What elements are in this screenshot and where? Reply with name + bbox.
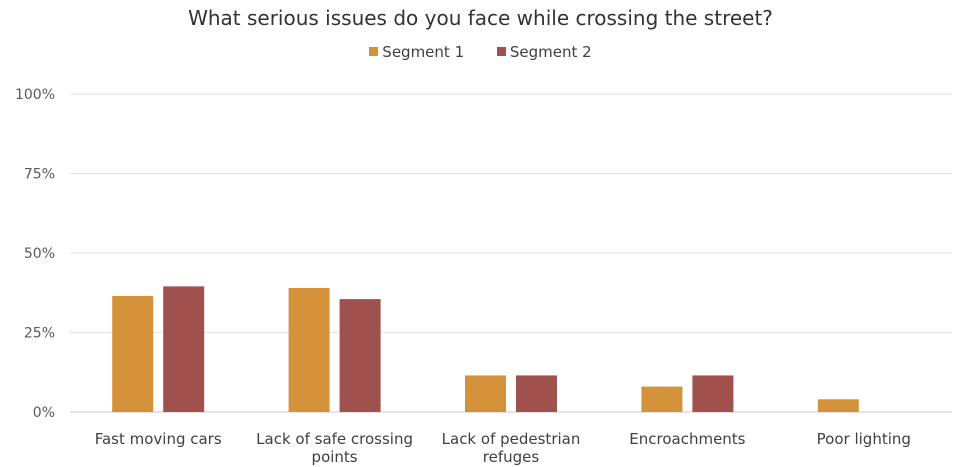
bar-segment-1	[465, 375, 506, 412]
legend-item-segment-1: Segment 1	[369, 43, 464, 61]
bar-segment-1	[112, 295, 154, 412]
legend: Segment 1 Segment 2	[0, 43, 961, 61]
x-tick-label-line: points	[312, 448, 358, 466]
bar-segment-1	[641, 386, 683, 412]
legend-item-segment-2: Segment 2	[496, 43, 592, 61]
bar-segment-2	[339, 299, 381, 412]
bar-segment-1	[288, 287, 330, 412]
x-tick-label-line: Fast moving cars	[95, 430, 222, 448]
bar-segment-2	[163, 286, 205, 412]
y-tick-label: 0%	[33, 405, 55, 421]
legend-label-segment-2: Segment 2	[509, 43, 592, 61]
x-tick-label: Poor lighting	[817, 430, 911, 448]
x-tick-label: Lack of pedestrian refuges	[442, 430, 581, 466]
x-tick-label-line: Encroachments	[629, 430, 745, 448]
bar-segment-2	[692, 375, 734, 412]
bar-segment-2	[516, 375, 557, 412]
x-tick-label-line: Poor lighting	[817, 430, 911, 448]
legend-label-segment-1: Segment 1	[382, 43, 465, 61]
chart-title: What serious issues do you face while cr…	[188, 6, 773, 30]
x-tick-label: Lack of safe crossing points	[256, 430, 413, 466]
y-tick-label: 50%	[24, 246, 55, 262]
legend-swatch-segment-1	[369, 47, 379, 56]
y-tick-label: 100%	[15, 87, 55, 103]
y-tick-label: 75%	[24, 167, 55, 183]
legend-swatch-segment-2	[496, 47, 506, 56]
bar-segment-1	[817, 399, 859, 412]
x-tick-label-line: refuges	[483, 448, 540, 466]
x-tick-label: Fast moving cars	[95, 430, 222, 448]
x-tick-label-line: Lack of pedestrian	[442, 430, 581, 448]
x-tick-label: Encroachments	[629, 430, 745, 448]
y-tick-label: 25%	[24, 326, 55, 342]
x-tick-label-line: Lack of safe crossing	[256, 430, 413, 448]
